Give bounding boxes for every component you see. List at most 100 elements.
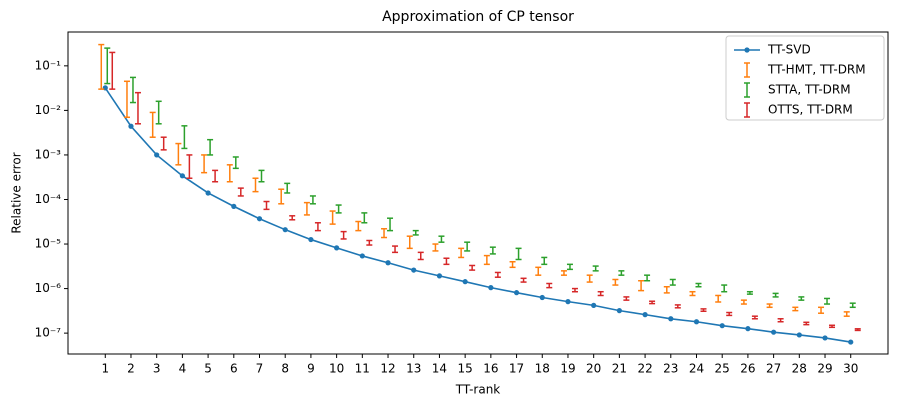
point xyxy=(436,273,443,279)
error-bar xyxy=(263,200,270,211)
point xyxy=(179,173,185,179)
error-bar xyxy=(201,154,208,174)
legend-label: TT-HMT, TT-DRM xyxy=(767,63,866,77)
error-bar xyxy=(509,261,516,269)
error-bar xyxy=(134,91,141,125)
x-tick-label: 14 xyxy=(432,362,447,376)
error-bar xyxy=(181,125,188,150)
x-tick-label: 20 xyxy=(586,362,601,376)
error-bar xyxy=(361,212,368,224)
x-tick-label: 21 xyxy=(612,362,627,376)
error-bar xyxy=(104,47,111,85)
error-bar xyxy=(252,177,259,193)
error-bar xyxy=(123,80,130,119)
x-tick-label: 22 xyxy=(637,362,652,376)
error-bar xyxy=(438,235,445,243)
error-bar xyxy=(155,100,162,125)
error-bar xyxy=(560,270,567,276)
error-bar xyxy=(715,294,722,303)
point xyxy=(154,152,160,158)
y-tick-label: 10⁻³ xyxy=(35,147,62,161)
plot-frame xyxy=(67,31,889,355)
error-bar xyxy=(854,328,861,332)
error-bar xyxy=(464,241,471,252)
error-bar xyxy=(186,154,193,179)
error-bar xyxy=(638,279,645,292)
point xyxy=(771,329,777,335)
x-tick-label: 26 xyxy=(740,362,755,376)
x-tick-label: 13 xyxy=(406,362,421,376)
x-tick-label: 4 xyxy=(179,362,187,376)
error-bar xyxy=(340,230,347,240)
point xyxy=(282,227,288,233)
point xyxy=(796,332,802,338)
error-bar xyxy=(303,201,310,216)
x-tick-label: 10 xyxy=(329,362,344,376)
error-bar xyxy=(829,324,836,329)
error-bar xyxy=(695,282,702,288)
x-tick-label: 18 xyxy=(535,362,550,376)
error-bar xyxy=(700,308,707,312)
legend-swatch xyxy=(744,82,750,98)
error-bar xyxy=(777,318,784,323)
error-bar xyxy=(226,164,233,183)
point xyxy=(205,190,211,196)
point xyxy=(513,290,520,296)
point xyxy=(591,302,597,308)
error-bar xyxy=(278,188,285,205)
error-bar xyxy=(644,274,651,282)
chart-title: Approximation of CP tensor xyxy=(382,9,574,25)
error-bar xyxy=(149,111,156,138)
point xyxy=(616,308,622,314)
x-tick-label: 1 xyxy=(101,362,109,376)
x-tick-label: 8 xyxy=(281,362,289,376)
x-tick-label: 28 xyxy=(792,362,807,376)
error-bar xyxy=(571,287,578,293)
error-bar xyxy=(458,247,465,259)
x-tick-label: 25 xyxy=(715,362,730,376)
error-bar xyxy=(818,306,825,314)
error-bar xyxy=(566,263,573,271)
error-bar xyxy=(674,304,681,309)
error-bar xyxy=(618,270,625,276)
y-tick-label: 10⁻⁷ xyxy=(35,326,62,340)
error-bar xyxy=(612,278,619,286)
y-tick-label: 10⁻¹ xyxy=(35,58,62,72)
x-tick-label: 30 xyxy=(843,362,858,376)
error-bar xyxy=(746,290,753,295)
error-bar xyxy=(483,254,490,266)
point xyxy=(822,335,828,341)
error-bar xyxy=(212,169,219,183)
x-tick-label: 17 xyxy=(509,362,524,376)
error-bar xyxy=(489,246,496,255)
x-tick-label: 29 xyxy=(817,362,832,376)
error-bar xyxy=(412,229,419,236)
y-axis-label: Relative error xyxy=(10,152,24,233)
error-bar xyxy=(792,306,799,312)
error-bar xyxy=(387,217,394,232)
error-bar xyxy=(663,285,670,294)
point xyxy=(642,312,648,318)
error-bar xyxy=(392,245,399,254)
point xyxy=(565,299,571,305)
error-bar xyxy=(406,235,413,250)
x-tick-label: 2 xyxy=(127,362,135,376)
y-tick-label: 10⁻² xyxy=(35,103,62,117)
point xyxy=(462,279,468,285)
error-bar xyxy=(289,215,296,221)
error-bar xyxy=(597,290,604,297)
y-tick-label: 10⁻⁵ xyxy=(35,237,62,251)
point xyxy=(848,339,854,345)
point xyxy=(693,319,700,325)
error-bar xyxy=(623,296,630,301)
point xyxy=(334,245,340,251)
x-tick-label: 16 xyxy=(483,362,498,376)
error-bar xyxy=(541,256,548,266)
error-bar xyxy=(109,51,116,90)
x-axis-label: TT-rank xyxy=(455,383,501,397)
error-bar xyxy=(649,300,656,305)
error-bar xyxy=(494,271,501,278)
legend-swatch-marker xyxy=(744,47,750,53)
error-bar xyxy=(843,311,850,317)
